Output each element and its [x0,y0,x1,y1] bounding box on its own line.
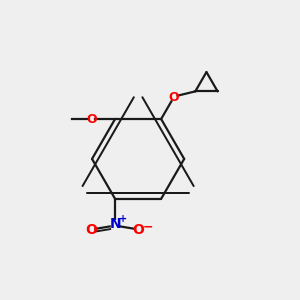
Text: O: O [169,91,179,103]
Text: −: − [143,220,154,234]
Text: O: O [85,223,97,237]
Text: +: + [119,214,127,224]
Text: O: O [86,112,97,125]
Text: O: O [133,223,145,237]
Text: N: N [109,217,121,231]
